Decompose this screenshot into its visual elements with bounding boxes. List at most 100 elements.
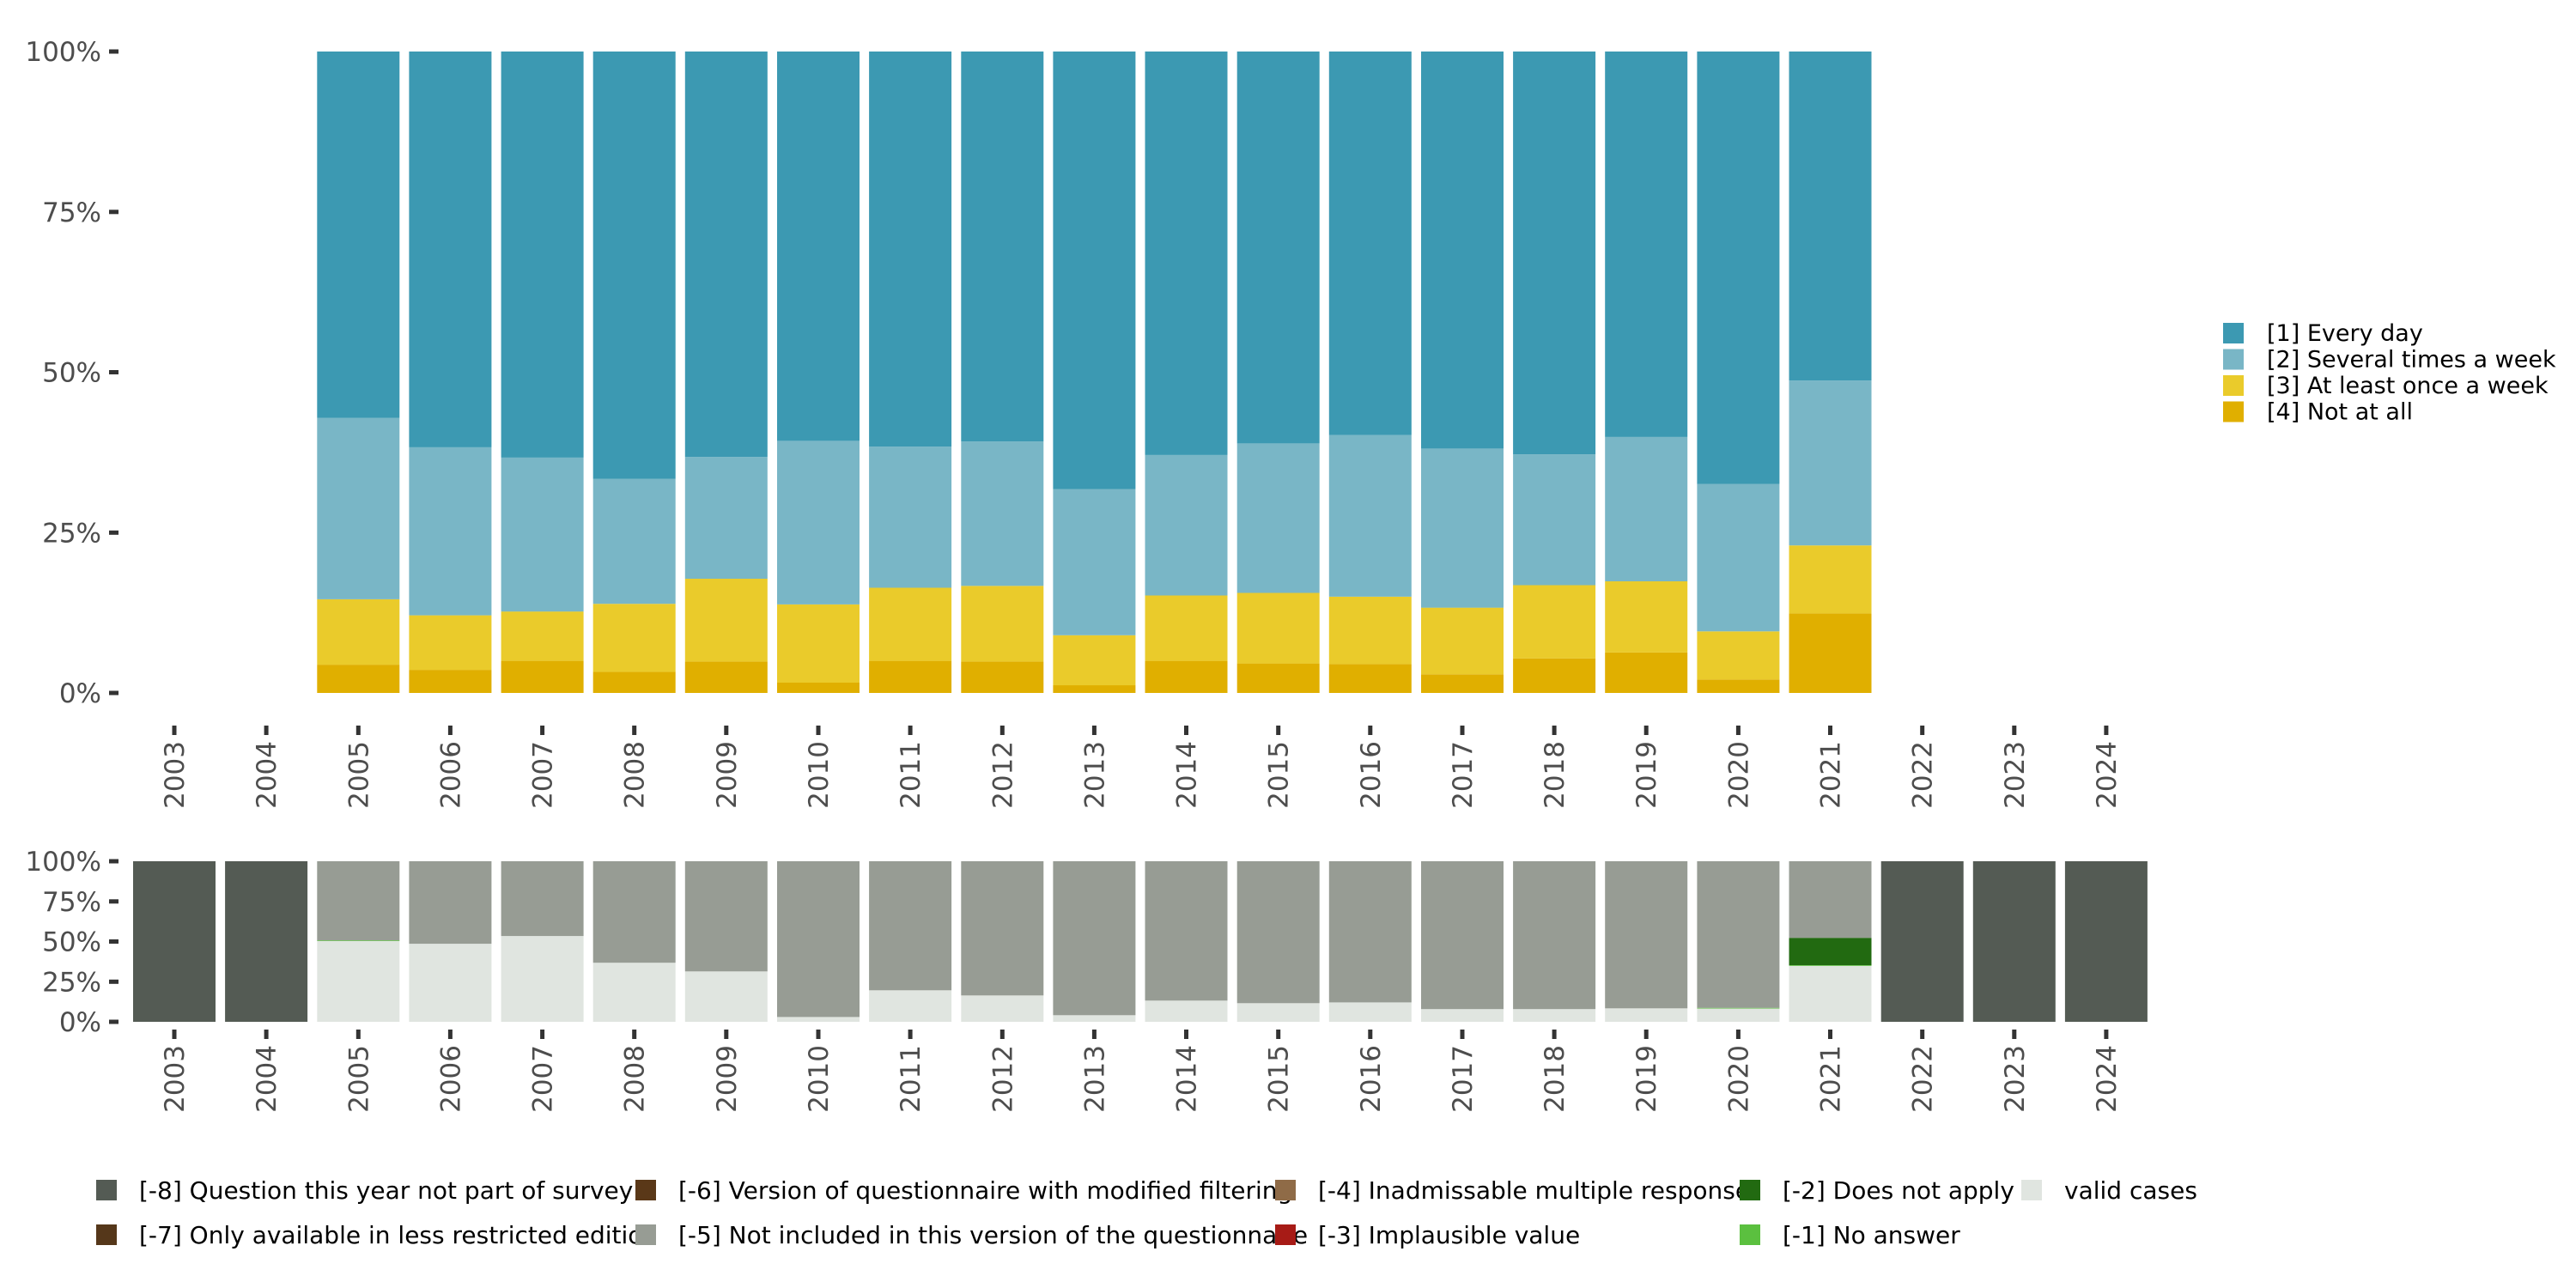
legend-swatch-3-at-least-once-a-week [2223,375,2244,396]
bar-segment-2020-1-every-day [1697,52,1780,484]
x-tick-label: 2003 [160,1045,191,1113]
x-tick-label: 2021 [1816,741,1847,809]
bar-segment-2005-2-several-times-a-week [317,417,400,599]
bar-segment-2012-5-not-included-in-this-version-of-the-questionnaire [961,861,1044,996]
x-tick-label: 2008 [620,741,651,809]
bar-segment-2017-5-not-included-in-this-version-of-the-questionnaire [1421,861,1504,1010]
bar-segment-2015-1-every-day [1236,52,1320,444]
legend-label: [-7] Only available in less restricted e… [139,1221,658,1249]
bar-segment-2009-4-not-at-all [684,661,768,693]
x-tick-mark [1552,726,1557,735]
x-tick-label: 2011 [896,741,927,809]
legend-label: [-4] Inadmissable multiple response [1318,1176,1750,1205]
bar-segment-2015-valid-cases [1236,1003,1320,1022]
legend-swatch-4-inadmissable-multiple-response [1275,1180,1296,1200]
legend-label: [-5] Not included in this version of the… [678,1221,1308,1249]
legend-label: [-8] Question this year not part of surv… [139,1176,633,1205]
bar-segment-2020-4-not-at-all [1697,679,1780,693]
bar-segment-2007-2-several-times-a-week [501,457,584,612]
bar-segment-2009-valid-cases [684,971,768,1022]
bar-segment-2016-1-every-day [1328,52,1412,435]
y-tick-mark [109,859,118,864]
y-tick-label: 0% [59,1007,101,1038]
x-tick-label: 2010 [804,741,835,809]
bar-segment-2019-5-not-included-in-this-version-of-the-questionnaire [1605,861,1688,1009]
bar-segment-2015-2-several-times-a-week [1236,443,1320,593]
bar-segment-2017-4-not-at-all [1421,674,1504,693]
bar-segment-2014-1-every-day [1145,52,1228,455]
bar-segment-2009-3-at-least-once-a-week [684,579,768,662]
bar-segment-2012-3-at-least-once-a-week [961,586,1044,662]
bar-segment-2014-5-not-included-in-this-version-of-the-questionnaire [1145,861,1228,1001]
legend-label: [1] Every day [2267,320,2423,347]
x-tick-label: 2012 [987,1045,1018,1113]
bar-segment-2012-valid-cases [961,995,1044,1022]
x-tick-mark [355,726,361,735]
bar-segment-2021-3-at-least-once-a-week [1789,545,1872,614]
bar-segment-2017-2-several-times-a-week [1421,448,1504,608]
bar-segment-2013-valid-cases [1053,1015,1136,1022]
bar-segment-2016-valid-cases [1328,1002,1412,1022]
bar-segment-2013-4-not-at-all [1053,685,1136,693]
bar-segment-2005-5-not-included-in-this-version-of-the-questionnaire [317,861,400,941]
x-tick-label: 2019 [1631,741,1662,809]
x-tick-label: 2022 [1908,741,1939,809]
bar-segment-2015-5-not-included-in-this-version-of-the-questionnaire [1236,861,1320,1004]
bar-segment-2011-5-not-included-in-this-version-of-the-questionnaire [869,861,952,991]
x-tick-label: 2015 [1264,741,1295,809]
x-tick-label: 2009 [712,1045,743,1113]
x-tick-mark [1184,1030,1188,1039]
x-tick-label: 2016 [1356,741,1387,809]
bar-segment-2009-2-several-times-a-week [684,457,768,579]
x-tick-label: 2017 [1448,1045,1479,1113]
y-tick-label: 100% [25,37,101,68]
x-tick-label: 2007 [528,1045,559,1113]
bar-segment-2008-2-several-times-a-week [592,478,676,605]
bar-segment-2019-2-several-times-a-week [1605,436,1688,581]
bar-segment-2011-4-not-at-all [869,660,952,693]
x-tick-label: 2021 [1816,1045,1847,1113]
x-tick-mark [2104,726,2109,735]
bar-segment-2005-4-not-at-all [317,665,400,693]
y-tick-label: 25% [42,967,101,998]
x-tick-mark [1643,726,1649,735]
y-tick-label: 75% [42,887,101,918]
bar-segment-2007-1-every-day [501,52,584,458]
x-tick-mark [540,726,545,735]
x-tick-label: 2020 [1723,741,1754,809]
bar-segment-2006-1-every-day [409,52,492,447]
bar-segment-2015-4-not-at-all [1236,663,1320,693]
bar-segment-2005-valid-cases [317,940,400,1022]
bar-segment-2006-valid-cases [409,944,492,1022]
x-tick-label: 2014 [1172,1045,1203,1113]
bar-segment-2013-3-at-least-once-a-week [1053,635,1136,686]
bar-segment-2003-8-question-this-year-not-part-of-survey [133,861,216,1022]
bar-segment-2016-3-at-least-once-a-week [1328,597,1412,665]
x-tick-mark [2012,1030,2017,1039]
x-tick-mark [1091,726,1097,735]
x-tick-mark [816,1030,821,1039]
bar-segment-2007-5-not-included-in-this-version-of-the-questionnaire [501,861,584,937]
bar-segment-2017-1-every-day [1421,52,1504,449]
y-tick-label: 50% [42,927,101,958]
bar-segment-2020-5-not-included-in-this-version-of-the-questionnaire [1697,861,1780,1008]
bar-segment-2005-1-no-answer [317,940,400,941]
x-tick-label: 2017 [1448,741,1479,809]
bar-segment-2005-1-every-day [317,52,400,418]
legend-swatch-7-only-available-in-less-restricted-edition [96,1224,117,1245]
bar-segment-2021-4-not-at-all [1789,613,1872,693]
x-tick-label: 2024 [2092,1045,2123,1113]
x-tick-mark [908,1030,913,1039]
main-x-axis: 2003 2004 2005 2006 2007 2008 2009 2010 2011 2012… [160,726,2123,809]
x-tick-label: 2018 [1540,741,1571,809]
legend-label: [4] Not at all [2267,399,2413,426]
x-tick-mark [1828,1030,1832,1039]
bar-segment-2010-5-not-included-in-this-version-of-the-questionnaire [777,861,860,1018]
bar-segment-2011-1-every-day [869,52,952,447]
x-tick-mark [1368,1030,1373,1039]
bar-segment-2010-2-several-times-a-week [777,440,860,605]
bar-segment-2018-valid-cases [1513,1009,1596,1022]
x-tick-label: 2023 [2000,741,2031,809]
x-tick-mark [1735,726,1741,735]
bar-segment-2010-valid-cases [777,1017,860,1022]
